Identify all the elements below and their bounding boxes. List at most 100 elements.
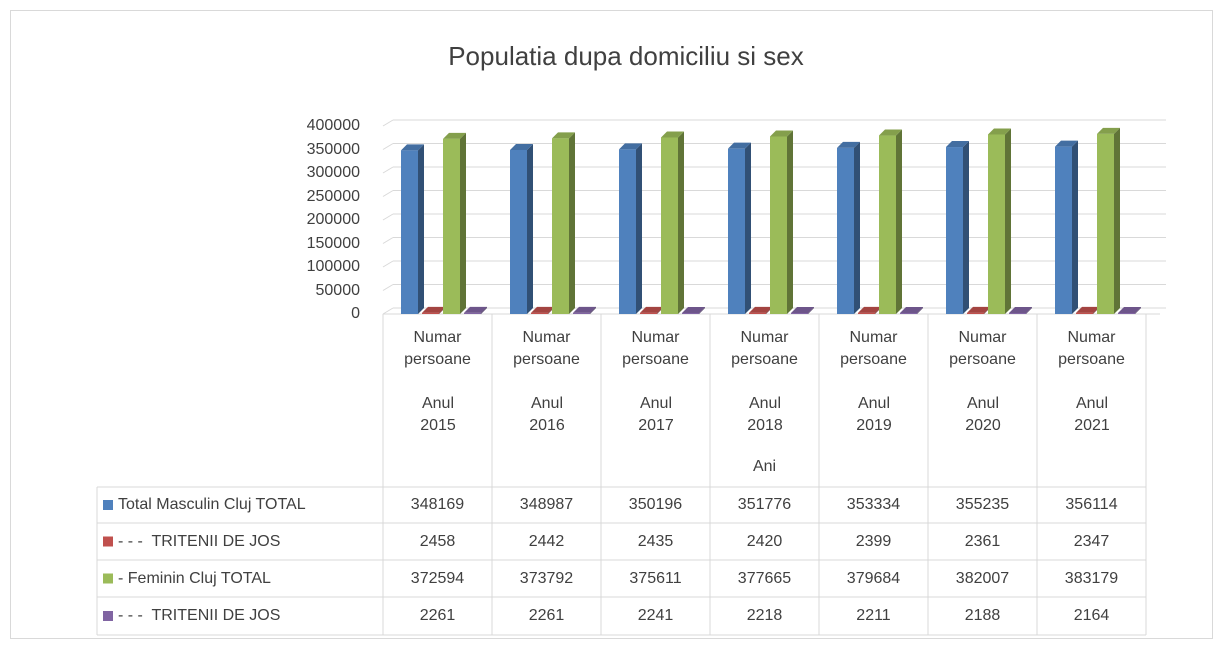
table-value: 377665	[737, 569, 792, 587]
category-year: Anul 2016	[529, 395, 565, 434]
category-year: Anul 2020	[965, 395, 1001, 434]
chart-border	[10, 10, 1213, 639]
bar	[573, 312, 590, 314]
bar-side	[896, 129, 902, 314]
grid-line-side	[382, 143, 394, 150]
bar	[640, 312, 657, 314]
bar	[1118, 312, 1135, 314]
y-tick-label: 0	[351, 305, 360, 322]
grid-line-side	[382, 307, 394, 315]
bar-top	[1055, 140, 1078, 147]
bar-side	[1072, 140, 1078, 314]
y-tick-label: 100000	[306, 258, 360, 275]
grid-line-side	[382, 237, 394, 244]
bar	[619, 149, 636, 314]
category-year: Anul 2017	[638, 395, 674, 434]
bar-top	[988, 128, 1011, 135]
bar-side	[678, 131, 684, 314]
bar-top	[1118, 306, 1141, 313]
table-value: 382007	[955, 569, 1010, 587]
table-value: 2420	[746, 532, 783, 550]
bar-side	[569, 132, 575, 314]
legend-label: - - - TRITENII DE JOS	[118, 532, 281, 550]
bar-top	[946, 141, 969, 148]
bar-side	[787, 130, 793, 314]
bar	[422, 312, 439, 314]
bar-top	[1076, 306, 1099, 313]
category-year: Anul 2018	[747, 395, 783, 434]
bar	[1009, 312, 1026, 314]
bar	[728, 148, 745, 314]
table-value: 2261	[419, 607, 456, 624]
legend-label: - Feminin Cluj TOTAL	[118, 569, 271, 587]
bar	[900, 312, 917, 314]
bar-top	[879, 129, 902, 136]
legend-label: - - - TRITENII DE JOS	[118, 607, 281, 624]
bar-side	[854, 141, 860, 314]
bar-top	[1009, 306, 1032, 313]
y-tick-label: 250000	[306, 187, 360, 205]
bar-side	[418, 144, 424, 314]
bar	[1076, 312, 1093, 314]
bar-side	[917, 306, 923, 314]
table-value: 375611	[629, 569, 682, 587]
bar-top	[682, 306, 705, 313]
bar	[552, 138, 569, 314]
bar-top	[900, 306, 923, 313]
table-value: 2211	[856, 607, 891, 624]
bar	[1097, 133, 1114, 314]
category-label: Numar persoane	[949, 329, 1016, 368]
bar-side	[1005, 128, 1011, 314]
bar	[858, 312, 875, 314]
legend-swatch	[103, 611, 113, 621]
bar-top	[791, 306, 814, 313]
y-tick-label: 150000	[306, 234, 360, 252]
grid-line-side	[382, 284, 394, 291]
bar-side	[1135, 306, 1141, 314]
bar	[946, 147, 963, 314]
legend-swatch	[103, 536, 113, 547]
bar	[791, 312, 808, 314]
bar-top	[837, 141, 860, 148]
bar	[661, 137, 678, 314]
bar-top	[510, 143, 533, 150]
bar-side	[590, 306, 596, 314]
table-value: 2361	[964, 532, 1001, 550]
bar-top	[858, 306, 881, 313]
bar-top	[640, 306, 663, 313]
bar-top	[422, 306, 445, 313]
grid-line-side	[382, 119, 394, 127]
category-year: Anul 2021	[1074, 395, 1110, 434]
bar-top	[573, 306, 596, 313]
bar-top	[967, 306, 990, 313]
bar	[837, 147, 854, 314]
bar-side	[1114, 127, 1120, 314]
category-label: Numar persoane	[622, 329, 689, 368]
y-tick-label: 350000	[306, 140, 360, 158]
table-value: 2399	[855, 532, 892, 550]
bar-top	[661, 131, 684, 138]
bar-side	[808, 306, 814, 314]
table-value: 2218	[746, 607, 783, 624]
bar-top	[531, 306, 554, 313]
legend-swatch	[103, 500, 113, 510]
table-value: 353334	[846, 496, 901, 513]
table-value: 373792	[519, 569, 574, 587]
table-value: 350196	[628, 496, 683, 513]
category-label: Numar persoane	[731, 329, 798, 368]
legend-swatch	[103, 573, 113, 584]
bar-top	[443, 132, 466, 139]
table-value: 379684	[846, 569, 901, 587]
category-label: Numar persoane	[1058, 329, 1125, 368]
table-value: 348987	[519, 496, 574, 513]
y-tick-label: 50000	[315, 281, 361, 299]
table-value: 372594	[410, 569, 465, 587]
bar-top	[401, 144, 424, 151]
bar	[1055, 146, 1072, 314]
bar	[443, 138, 460, 314]
y-tick-label: 300000	[306, 164, 360, 181]
table-value: 2458	[419, 532, 456, 550]
bar-side	[963, 141, 969, 314]
